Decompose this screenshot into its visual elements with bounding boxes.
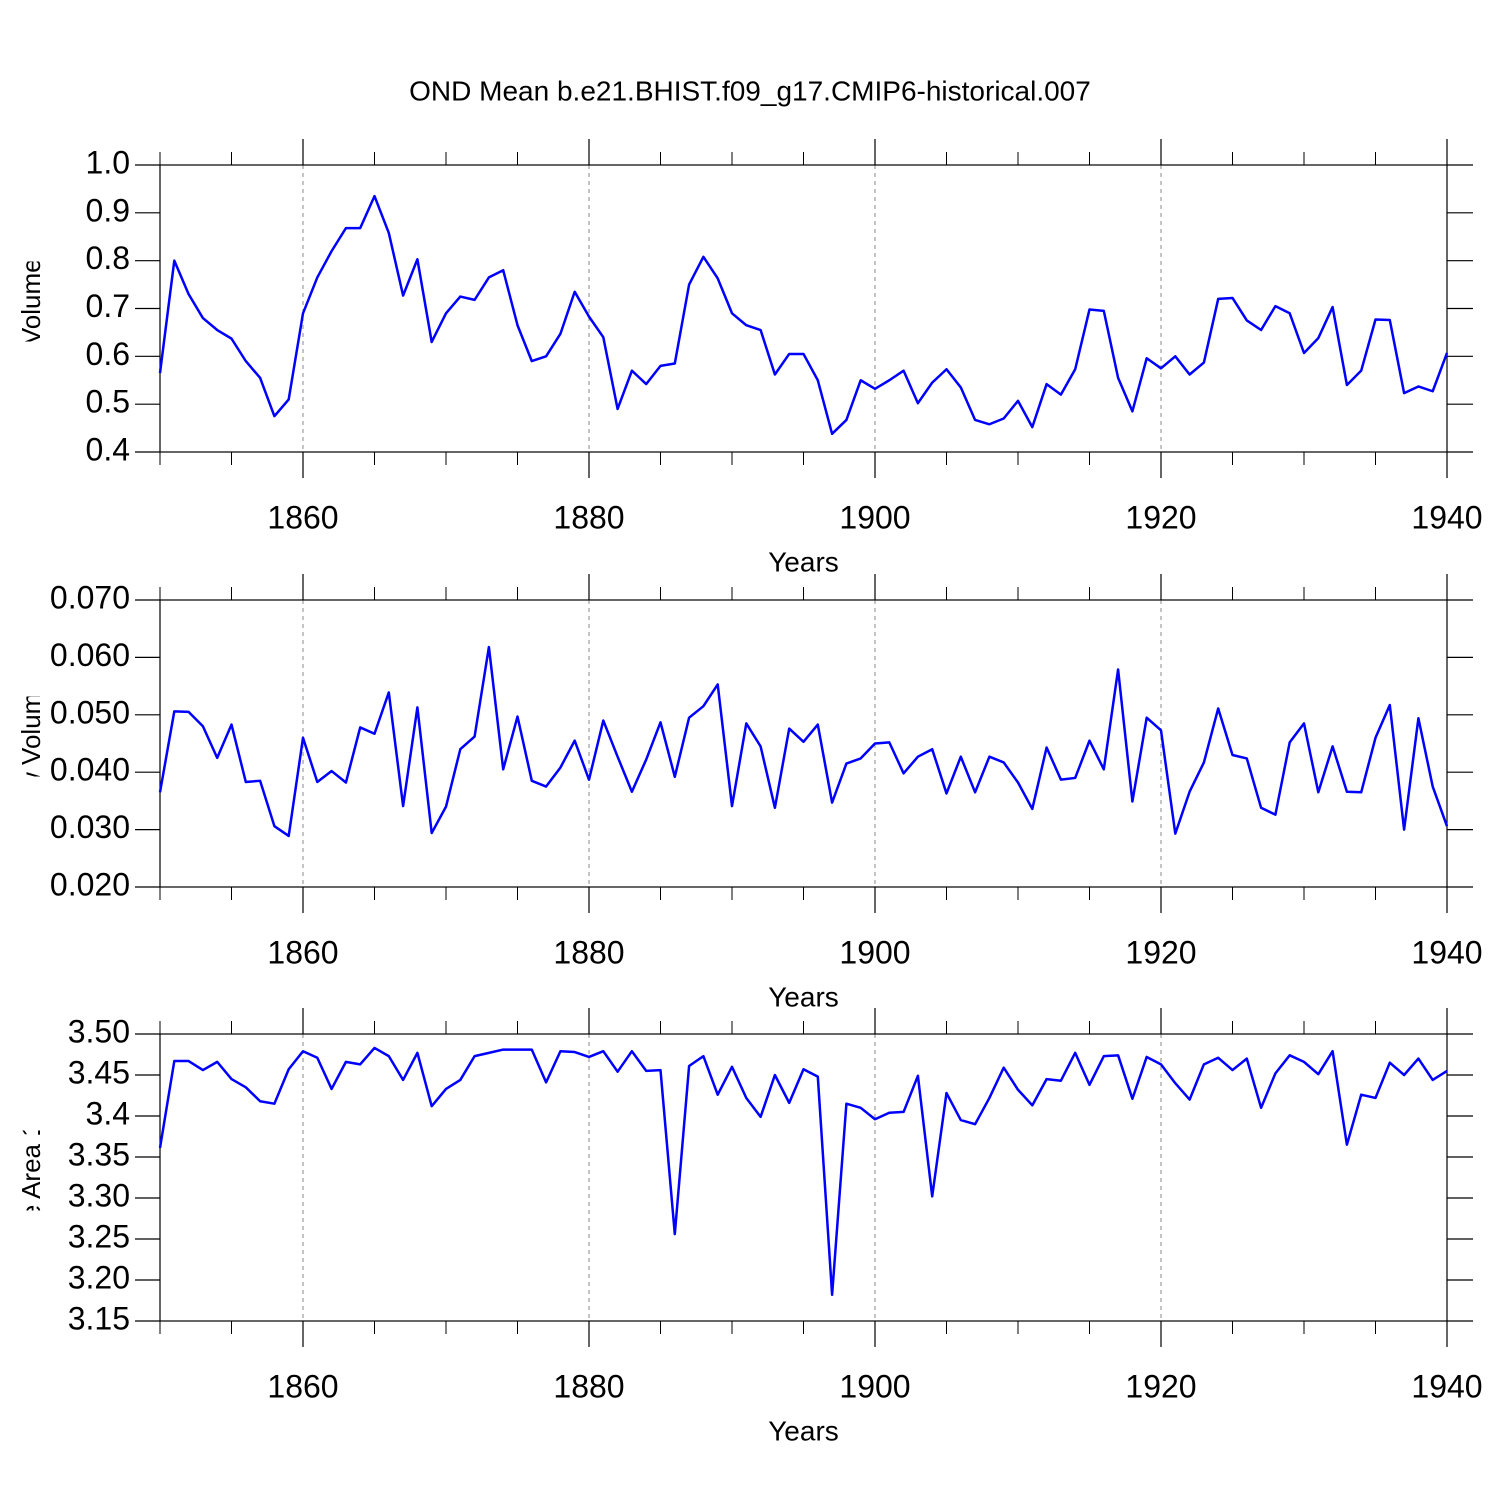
x-tick-label: 1940	[1411, 499, 1482, 535]
x-tick-label: 1880	[553, 934, 624, 970]
y-tick-label: 0.4	[86, 431, 130, 467]
y-tick-label: 0.7	[86, 288, 130, 324]
x-tick-label: 1900	[839, 1368, 910, 1404]
x-tick-label: 1940	[1411, 1368, 1482, 1404]
y-tick-label: 3.20	[68, 1259, 130, 1295]
y-axis-label: CArc Snow Volume 1013 m3	[12, 585, 45, 902]
y-tick-label: 0.020	[50, 866, 130, 902]
y-tick-label: 0.5	[86, 384, 130, 420]
x-tick-label: 1880	[553, 499, 624, 535]
y-axis-label-unit: m	[16, 1060, 46, 1089]
y-tick-label: 3.25	[68, 1218, 130, 1254]
x-tick-label: 1920	[1125, 934, 1196, 970]
y-axis-label-text: CArc Snow Volume 10	[16, 642, 46, 902]
y-axis-label-text: CArc Ice Volume 10	[16, 222, 46, 452]
x-tick-label: 1900	[839, 934, 910, 970]
y-tick-label: 0.9	[86, 192, 130, 228]
plot-frame	[159, 599, 1448, 888]
y-axis-label-unit: m	[16, 594, 46, 623]
y-axis-label-unit-exponent: 3	[12, 585, 31, 594]
x-axis-label: Years	[768, 981, 839, 1012]
y-tick-label: 0.8	[86, 240, 130, 276]
x-axis-label: Years	[768, 546, 839, 577]
y-tick-label: 3.35	[68, 1136, 130, 1172]
panel: 1860 1880 1900 1920 1940 1.0 0.9 0.8 0.7 0.6 0.5 0.…	[12, 139, 1483, 577]
panel: 1860 1880 1900 1920 1940 0.070 0.060 0.050 0.040…	[12, 574, 1483, 1012]
y-axis-label: CArc Ice Area 1012 m2	[12, 1051, 45, 1305]
y-tick-label: 3.45	[68, 1054, 130, 1090]
y-tick-label: 0.050	[50, 694, 130, 730]
y-tick-label: 0.6	[86, 336, 130, 372]
y-axis-label-unit-exponent: 3	[12, 165, 31, 174]
x-axis-label: Years	[768, 1415, 839, 1446]
chart-title: OND Mean b.e21.BHIST.f09_g17.CMIP6-histo…	[409, 75, 1091, 106]
x-tick-label: 1920	[1125, 1368, 1196, 1404]
panel: 1860 1880 1900 1920 1940 3.50 3.45 3.4 3.35 3.30 3…	[12, 1008, 1483, 1446]
y-tick-label: 1.0	[86, 144, 130, 180]
x-tick-label: 1860	[267, 934, 338, 970]
y-tick-label: 3.30	[68, 1177, 130, 1213]
data-line	[158, 645, 1449, 838]
y-tick-label: 0.060	[50, 637, 130, 673]
y-axis-label-text: CArc Ice Area 10	[16, 1108, 46, 1305]
y-axis-label-unit: m	[16, 174, 46, 203]
y-axis-label: CArc Ice Volume 1013 m3	[12, 165, 45, 452]
y-tick-label: 3.15	[68, 1300, 130, 1336]
x-tick-label: 1860	[267, 1368, 338, 1404]
x-tick-label: 1860	[267, 499, 338, 535]
plot-frame	[159, 164, 1448, 453]
data-line	[158, 194, 1449, 436]
y-tick-label: 0.030	[50, 809, 130, 845]
y-tick-label: 0.040	[50, 752, 130, 788]
y-tick-label: 3.50	[68, 1013, 130, 1049]
y-axis-label-exponent: 13	[12, 203, 31, 222]
plot-frame	[159, 1033, 1448, 1322]
y-tick-label: 0.070	[50, 579, 130, 615]
y-axis-label-exponent: 13	[12, 623, 31, 642]
data-line	[158, 1046, 1448, 1297]
y-axis-label-unit-exponent: 2	[12, 1051, 31, 1060]
x-tick-label: 1900	[839, 499, 910, 535]
x-tick-label: 1880	[553, 1368, 624, 1404]
x-tick-label: 1920	[1125, 499, 1196, 535]
y-tick-label: 3.4	[86, 1095, 130, 1131]
y-axis-label-exponent: 12	[12, 1089, 31, 1108]
x-tick-label: 1940	[1411, 934, 1482, 970]
